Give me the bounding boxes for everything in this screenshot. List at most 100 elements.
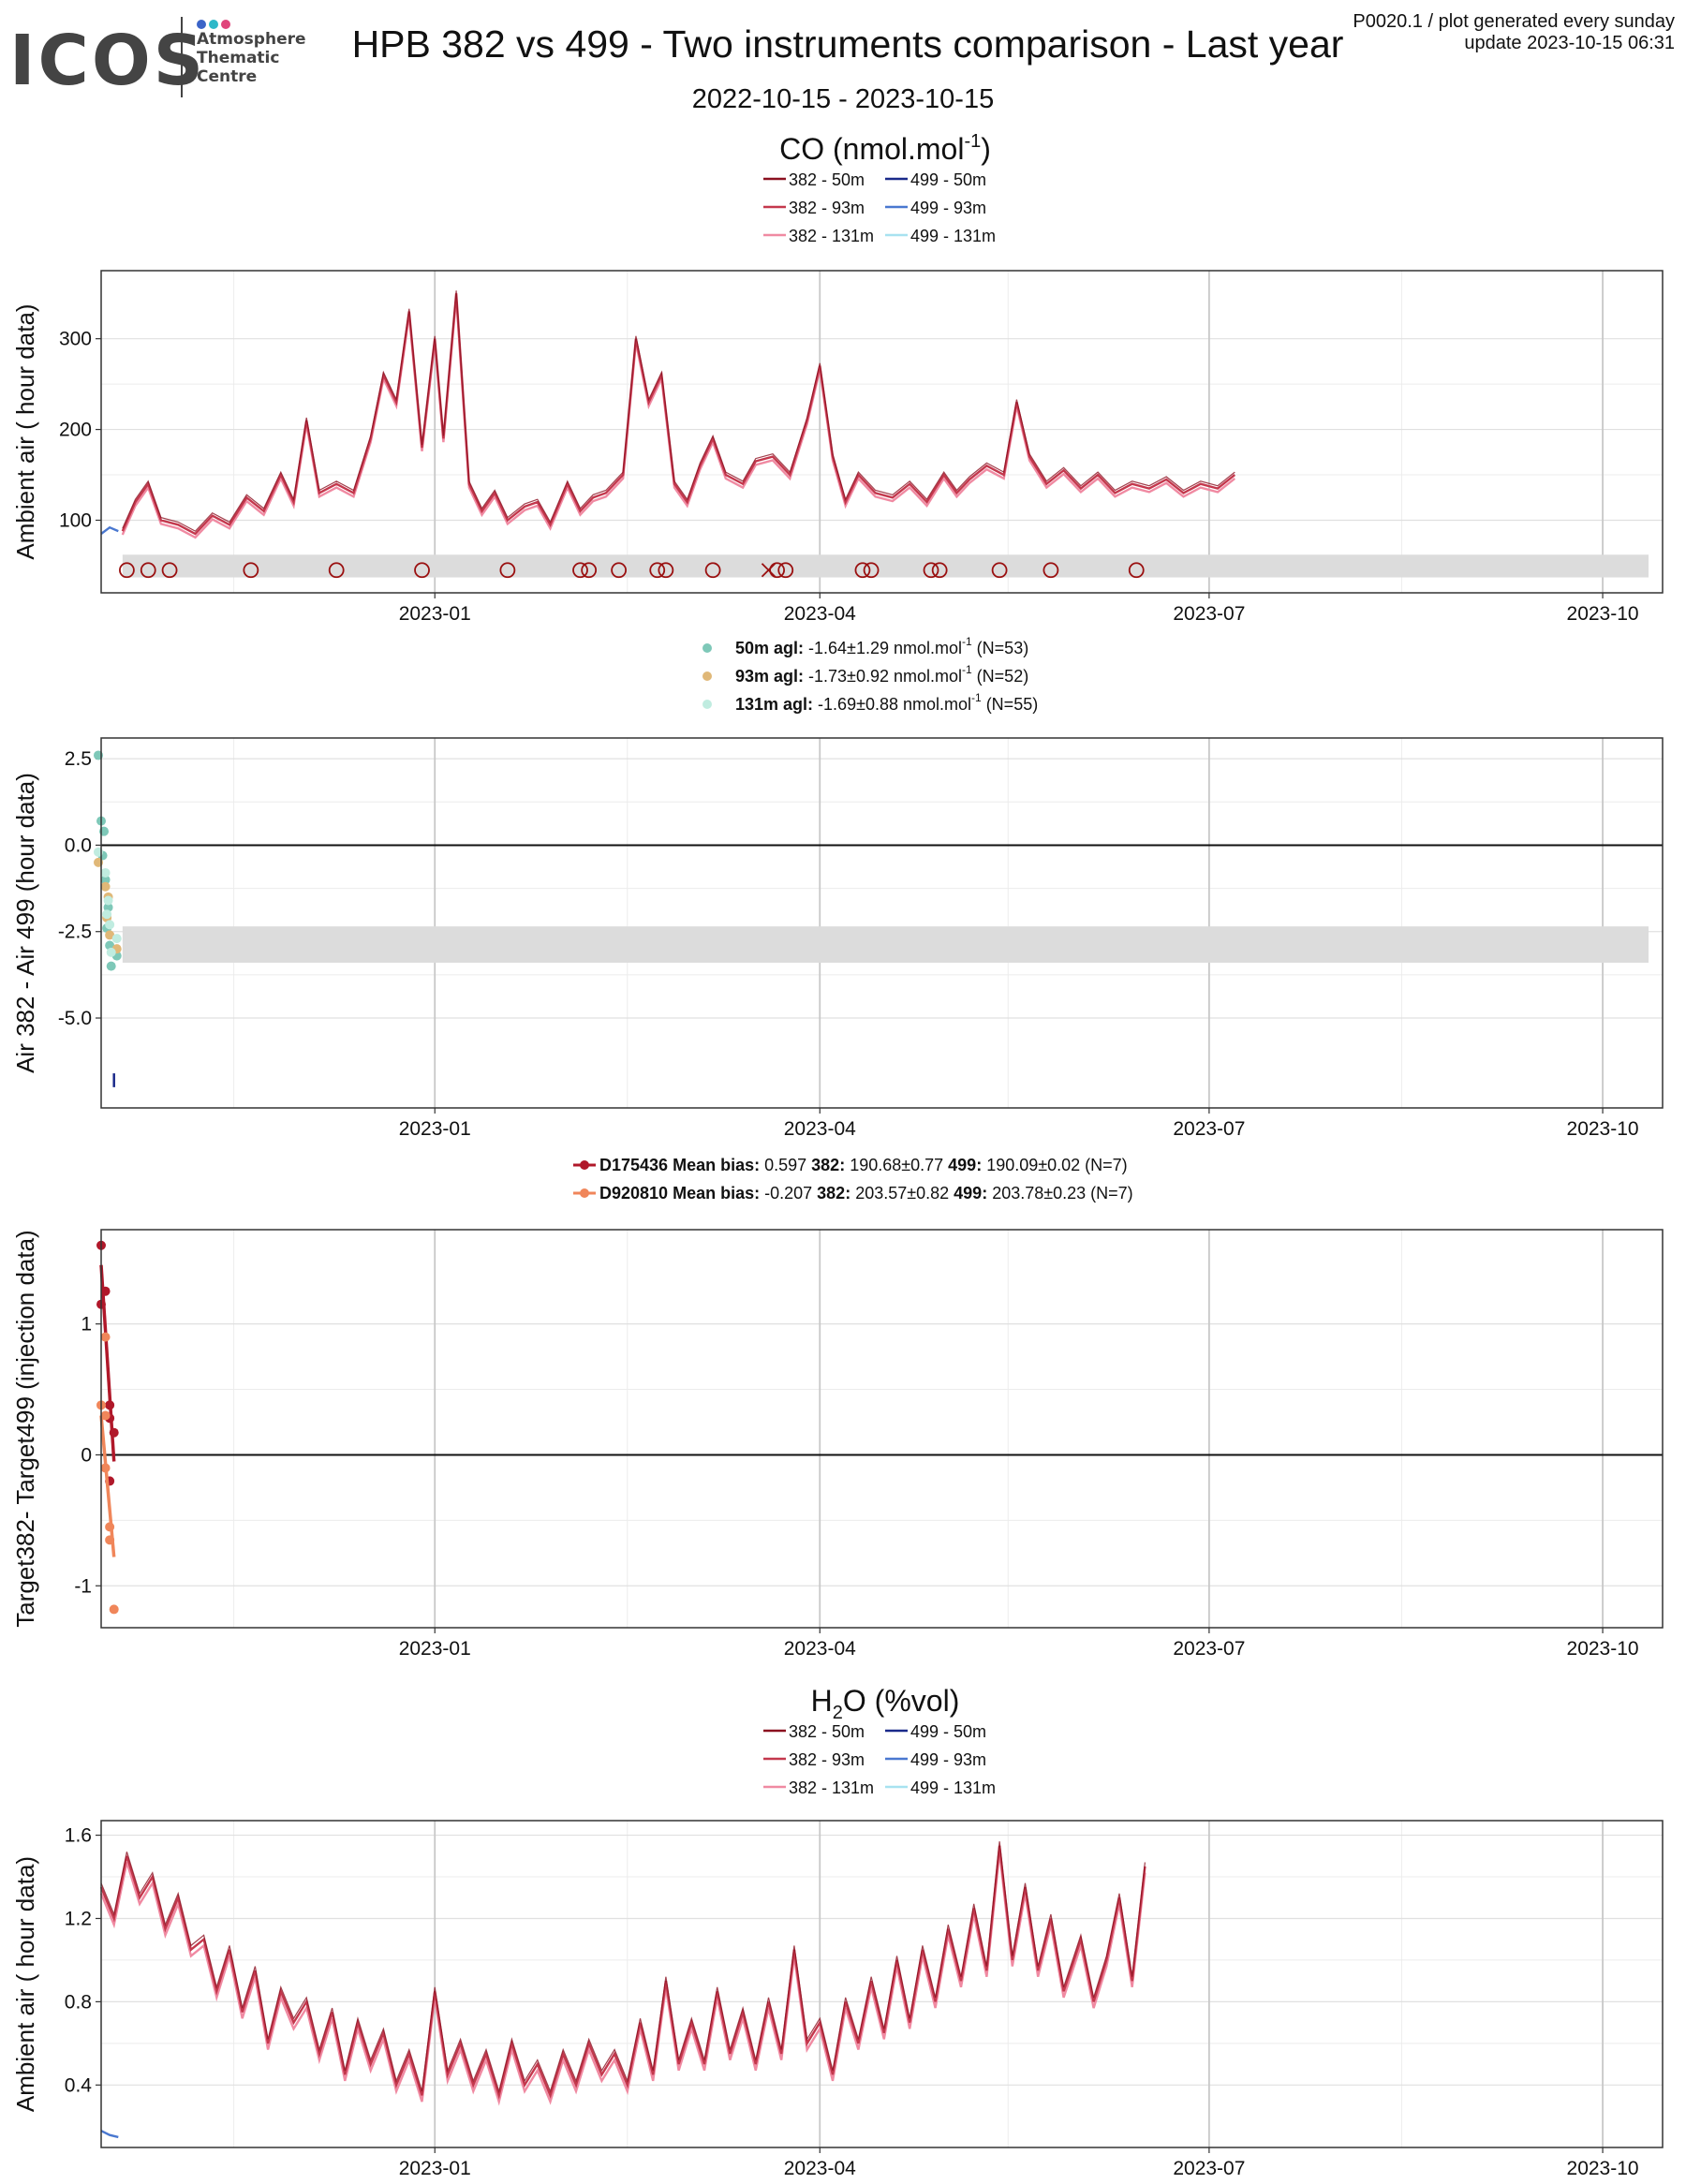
legend-stats: -1.73±0.92 nmol.mol: [808, 667, 962, 686]
title-tail: ): [981, 132, 991, 166]
logo-line: Thematic: [197, 49, 280, 67]
flag-marker-circle: [1043, 562, 1059, 579]
flag-marker-circle: [769, 562, 786, 579]
legend-stats: -1.69±0.88 nmol.mol: [818, 695, 971, 714]
flag-marker-circle: [854, 562, 871, 579]
plot-border: [100, 270, 1664, 594]
logo-dot: [197, 20, 206, 29]
legend-stats: -1.64±1.29 nmol.mol: [808, 639, 962, 657]
data-point-D920810: [100, 1463, 111, 1473]
flag-marker-circle: [119, 562, 135, 579]
y-tick-label: 200: [59, 420, 92, 441]
meta-update: update 2023-10-15 06:31: [1464, 33, 1675, 53]
flag-marker-circle: [931, 562, 948, 579]
legend-count: (N=55): [982, 695, 1039, 714]
data-point-D920810: [105, 1535, 115, 1545]
legend-bias-label: Mean bias:: [673, 1184, 764, 1203]
x-tick-label: 2023-10: [1567, 1638, 1639, 1660]
plot-metadata: P0020.1 / plot generated every sunday up…: [1353, 11, 1675, 54]
plot-border: [100, 1820, 1664, 2148]
title-superscript: -1: [964, 131, 981, 152]
legend-label: 499 - 93m: [910, 199, 986, 217]
legend-label: 131m agl: -1.69±0.88 nmol.mol-1 (N=55): [735, 691, 1038, 714]
x-tick-label: 2023-10: [1567, 2158, 1639, 2179]
legend-swatch-dot: [580, 1160, 589, 1170]
y-tick-label: 1: [81, 1314, 92, 1335]
logo-divider: [181, 17, 183, 97]
series-line-499-93m: [100, 2130, 119, 2139]
legend-label: D175436 Mean bias: 0.597 382: 190.68±0.7…: [599, 1156, 1128, 1174]
legend-count: (N=53): [972, 639, 1029, 657]
flag-marker-circle: [243, 562, 259, 579]
legend-bias-value: 0.597: [764, 1156, 811, 1174]
data-point-93m-agl: [105, 930, 115, 940]
legend-label: 382 - 93m: [789, 1750, 865, 1769]
y-tick-label: 100: [59, 509, 92, 531]
plot-background: [101, 1230, 1663, 1628]
flag-marker-circle: [414, 562, 430, 579]
data-point-131m-agl: [105, 920, 115, 930]
meta-generated: P0020.1 / plot generated every sunday: [1353, 11, 1675, 32]
x-tick-label: 2023-10: [1567, 1118, 1639, 1140]
date-range: 2022-10-15 - 2023-10-15: [691, 84, 995, 114]
data-point-131m-agl: [102, 909, 112, 920]
legend-swatch: [702, 671, 712, 681]
y-axis-label: Ambient air ( hour data): [11, 303, 39, 559]
legend-label: 382 - 50m: [789, 170, 865, 189]
flag-marker-circle: [923, 562, 939, 579]
x-tick-label: 2023-07: [1173, 1118, 1245, 1140]
legend-swatch: [702, 700, 712, 709]
logo-dots: [197, 17, 233, 34]
legend-tank: D920810: [599, 1184, 673, 1203]
data-point-131m-agl: [100, 867, 111, 878]
page-title: HPB 382 vs 499 - Two instruments compari…: [351, 22, 1344, 66]
series-line-382-93m: [99, 1845, 1146, 2100]
legend-label: 499 - 50m: [910, 1722, 986, 1741]
legend-382-label: 382:: [817, 1184, 855, 1203]
target-legend: D175436 Mean bias: 0.597 382: 190.68±0.7…: [573, 1156, 1133, 1203]
difference-legend: 50m agl: -1.64±1.29 nmol.mol-1 (N=53) 93m…: [702, 635, 1038, 714]
x-tick-label: 2023-01: [399, 603, 471, 625]
legend-382-label: 382:: [811, 1156, 850, 1174]
legend-499-label: 499:: [948, 1156, 986, 1174]
x-tick-label: 2023-01: [399, 1638, 471, 1660]
legend-label: 382 - 50m: [789, 1722, 865, 1741]
y-tick-label: -5.0: [58, 1008, 92, 1029]
ambient-legend: 382 - 50m 382 - 93m 382 - 131m 499 - 50m 499…: [763, 170, 996, 245]
flag-marker-circle: [161, 562, 178, 579]
plot-background: [101, 738, 1663, 1108]
y-tick-label: -1: [74, 1575, 92, 1597]
y-tick-label: 300: [59, 329, 92, 350]
legend-level: 131m agl:: [735, 695, 818, 714]
y-tick-label: 0.4: [65, 2074, 93, 2096]
legend-label: D920810 Mean bias: -0.207 382: 203.57±0.…: [599, 1184, 1133, 1203]
chart-title-h2o: H2O (%vol): [811, 1684, 960, 1723]
legend-499-label: 499:: [954, 1184, 992, 1203]
legend-label: 499 - 50m: [910, 170, 986, 189]
data-point-50m-agl: [100, 875, 111, 885]
legend-label: 50m agl: -1.64±1.29 nmol.mol-1 (N=53): [735, 635, 1028, 657]
flag-marker-circle: [328, 562, 345, 579]
x-tick-label: 2023-04: [784, 603, 856, 625]
legend-tank: D175436: [599, 1156, 673, 1174]
data-point-D920810: [105, 1522, 115, 1532]
data-point-131m-agl: [103, 895, 113, 906]
legend-superscript: -1: [962, 635, 972, 648]
data-point-D920810: [100, 1410, 111, 1421]
legend-label: 382 - 93m: [789, 199, 865, 217]
legend-382-value: 203.57±0.82: [855, 1184, 954, 1203]
icos-logo: ICOS Atmosphere Thematic Centre: [7, 9, 307, 101]
y-tick-label: 2.5: [65, 748, 92, 770]
legend-level: 93m agl:: [735, 667, 808, 686]
legend-label: 382 - 131m: [789, 227, 874, 245]
series-line-499-93m: [100, 525, 119, 535]
x-tick-label: 2023-01: [399, 2158, 471, 2179]
y-tick-label: 1.6: [65, 1825, 92, 1847]
fit-line-D920810: [99, 1415, 116, 1557]
chart-panel-4: 0.4 0.8 1.2 1.6 2023-01 2023-04 2023-07 2023-10…: [11, 1820, 1664, 2179]
logo-line: Atmosphere: [197, 30, 306, 49]
x-tick-label: 2023-07: [1173, 603, 1245, 625]
logo-dot: [209, 20, 218, 29]
tolerance-band: [122, 926, 1649, 963]
